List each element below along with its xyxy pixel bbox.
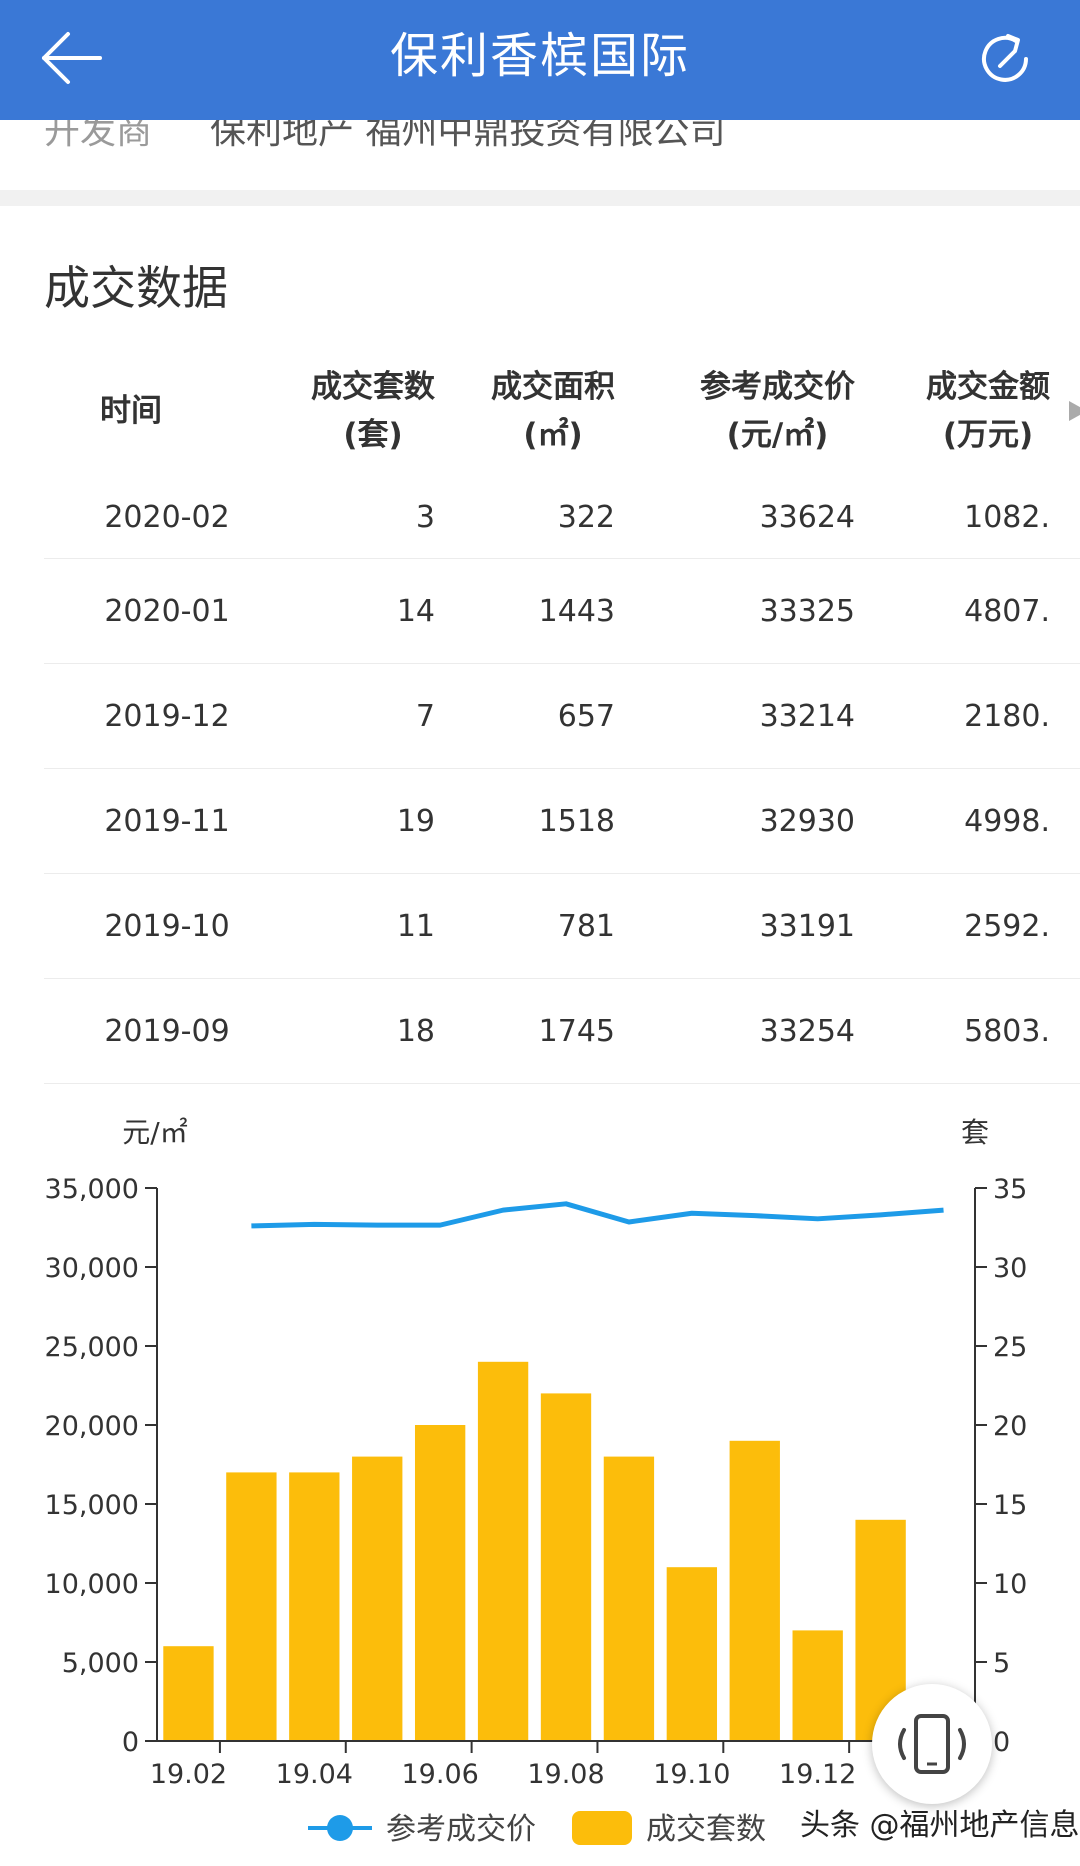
header-amount: 成交金额 (万元) xyxy=(926,369,1050,453)
header-time: 时间 xyxy=(100,393,162,429)
legend-line-marker xyxy=(327,1815,353,1841)
left-tick-label: 5,000 xyxy=(62,1648,139,1679)
left-tick-label: 10,000 xyxy=(45,1569,139,1600)
deal-chart: 元/㎡ 套 0 5,000 10,000 15,000 20,000 25,000 30,000… xyxy=(0,1100,1080,1862)
right-tick-label: 15 xyxy=(993,1490,1027,1521)
legend-line-label: 参考成交价 xyxy=(386,1812,536,1847)
rotate-device-icon xyxy=(898,1714,966,1774)
refresh-button[interactable] xyxy=(970,24,1040,94)
bar xyxy=(540,1393,592,1741)
bar xyxy=(603,1456,655,1741)
scroll-right-button[interactable] xyxy=(1050,346,1080,476)
header-count: 成交套数 (套) xyxy=(311,369,435,453)
right-tick-label: 5 xyxy=(993,1648,1010,1679)
watermark: 头条 @福州地产信息 xyxy=(800,1808,1080,1843)
left-tick-label: 0 xyxy=(122,1727,139,1758)
x-tick-label: 19.12 xyxy=(779,1759,856,1790)
left-tick-label: 25,000 xyxy=(45,1332,139,1363)
table-row: 2019-11 19 1518 32930 4998. xyxy=(44,768,1080,874)
left-tick-label: 20,000 xyxy=(45,1411,139,1442)
section-divider xyxy=(0,190,1080,206)
header-area: 成交面积 (㎡) xyxy=(491,369,615,453)
left-tick-label: 30,000 xyxy=(45,1253,139,1284)
app-bar: 保利香槟国际 xyxy=(0,0,1080,120)
table-row: 2019-09 18 1745 33254 5803. xyxy=(44,978,1080,1084)
deals-table: 时间 成交套数 (套) 成交面积 (㎡) 参考成交价 (元/㎡) 成交金额 (万元) 2… xyxy=(44,346,1080,1084)
table-row: 2020-02 3 322 33624 1082. xyxy=(44,476,1080,559)
bar xyxy=(729,1440,780,1741)
right-tick-label: 20 xyxy=(993,1411,1027,1442)
rotate-device-button[interactable] xyxy=(872,1684,992,1804)
x-tick-label: 19.08 xyxy=(527,1759,604,1790)
bar xyxy=(477,1361,529,1741)
header-price: 参考成交价 (元/㎡) xyxy=(700,369,855,453)
series-line xyxy=(251,1201,944,1229)
legend-bar-label: 成交套数 xyxy=(646,1812,766,1847)
left-tick-label: 35,000 xyxy=(45,1174,139,1205)
chart-svg: 元/㎡ 套 0 5,000 10,000 15,000 20,000 25,000 30,000… xyxy=(45,1116,1028,1847)
table-row: 2019-10 11 781 33191 2592. xyxy=(44,873,1080,979)
legend-bar-swatch xyxy=(572,1811,632,1845)
bar xyxy=(666,1567,718,1741)
right-tick-label: 35 xyxy=(993,1174,1027,1205)
developer-value: 保利地产 福州中鼎投资有限公司 xyxy=(210,120,726,152)
bar xyxy=(792,1630,843,1741)
right-tick-label: 10 xyxy=(993,1569,1027,1600)
bar xyxy=(289,1472,340,1741)
page-title: 保利香槟国际 xyxy=(389,28,690,84)
x-tick-label: 19.10 xyxy=(653,1759,730,1790)
table-header-row: 时间 成交套数 (套) 成交面积 (㎡) 参考成交价 (元/㎡) 成交金额 (万元) xyxy=(44,346,1080,476)
triangle-right-icon xyxy=(1069,401,1080,421)
refresh-icon xyxy=(982,34,1028,82)
x-tick-label: 19.06 xyxy=(402,1759,479,1790)
x-tick-label: 19.04 xyxy=(276,1759,353,1790)
section-title: 成交数据 xyxy=(44,261,228,315)
bar xyxy=(352,1456,403,1741)
bar xyxy=(414,1425,466,1741)
table-row: 2019-12 7 657 33214 2180. xyxy=(44,663,1080,769)
developer-row: 开发商 保利地产 福州中鼎投资有限公司 xyxy=(0,120,1080,190)
right-axis-unit: 套 xyxy=(961,1116,989,1149)
back-button[interactable] xyxy=(38,28,108,88)
right-tick-label: 25 xyxy=(993,1332,1027,1363)
bar xyxy=(163,1646,214,1741)
developer-label: 开发商 xyxy=(44,120,153,152)
x-tick-label: 19.02 xyxy=(150,1759,227,1790)
table-row: 2020-01 14 1443 33325 4807. xyxy=(44,558,1080,664)
left-tick-label: 15,000 xyxy=(45,1490,139,1521)
bar xyxy=(226,1472,277,1741)
left-axis-unit: 元/㎡ xyxy=(122,1116,187,1149)
right-tick-label: 0 xyxy=(993,1727,1010,1758)
right-tick-label: 30 xyxy=(993,1253,1027,1284)
arrow-left-icon xyxy=(42,32,102,84)
